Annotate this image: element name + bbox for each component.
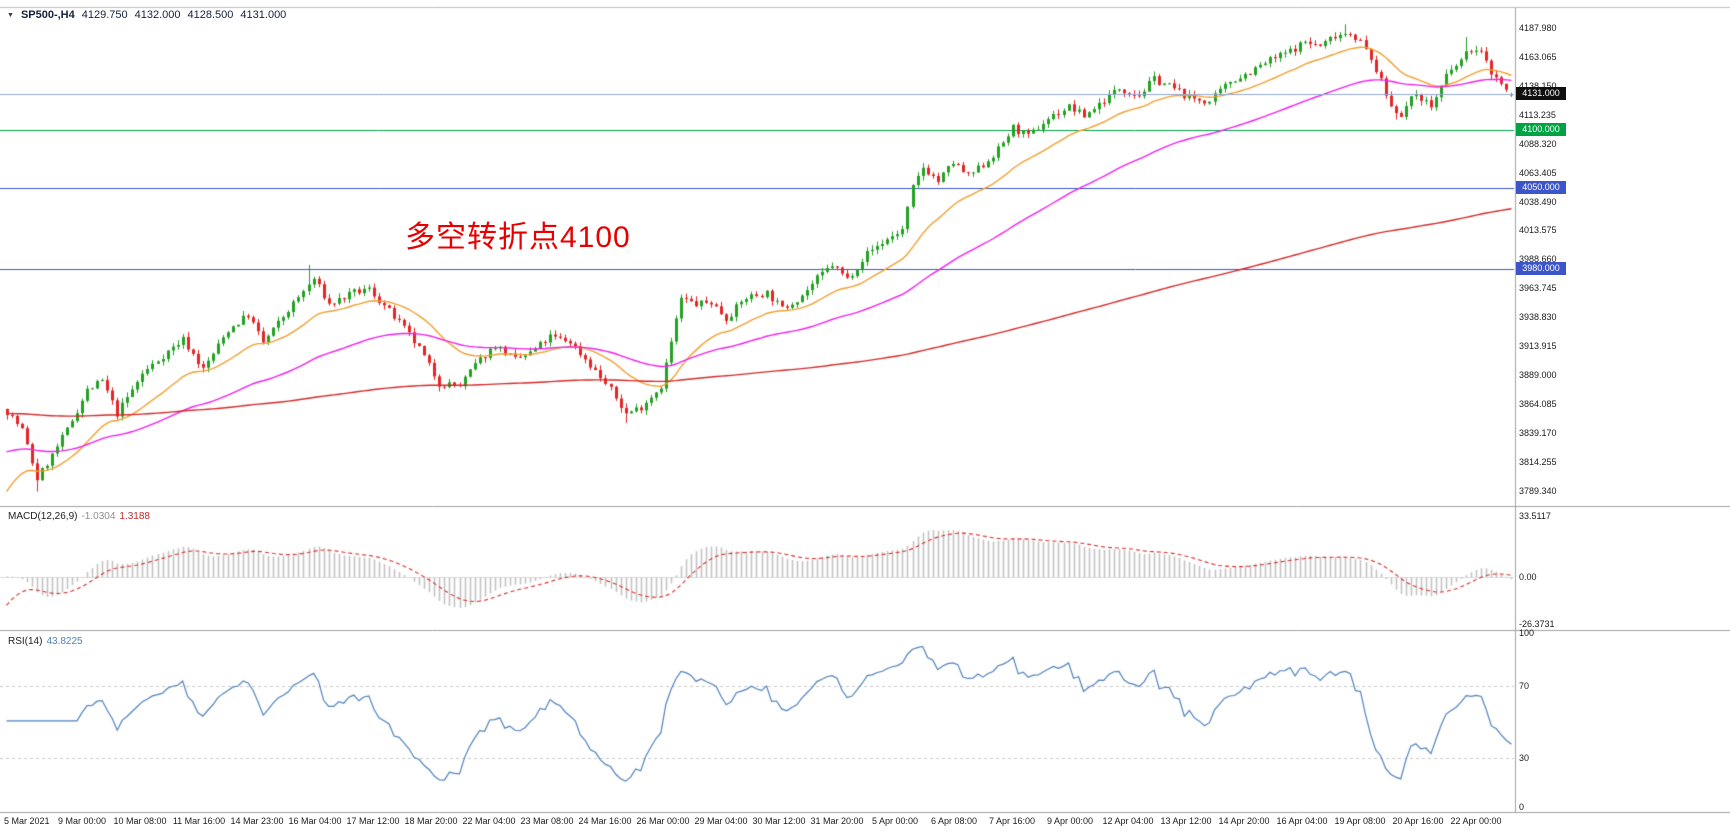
date-label: 13 Apr 12:00 [1160,816,1212,826]
date-label: 16 Mar 04:00 [288,816,342,826]
price-line-badge: 4131.000 [1516,87,1566,100]
high-value: 4132.000 [134,9,181,21]
price-axis-label: 3913.915 [1519,341,1557,351]
symbol-dropdown-icon[interactable]: ▼ [7,11,14,19]
price-axis-label: 3988.660 [1519,254,1557,264]
close-value: 4131.000 [240,9,287,21]
price-line-badge: 3980.000 [1516,262,1566,275]
rsi-axis-label: 30 [1519,753,1530,763]
macd-axis-label: 33.5117 [1519,511,1551,521]
macd-axis-label: -26.3731 [1519,619,1555,629]
rsi-name: RSI(14) [8,636,43,647]
price-axis-label: 4088.320 [1519,139,1557,149]
date-label: 10 Mar 08:00 [113,816,167,826]
date-label: 14 Apr 20:00 [1218,816,1270,826]
rsi-axis-label: 70 [1519,681,1530,691]
date-label: 5 Apr 00:00 [871,816,919,826]
date-label: 7 Apr 16:00 [988,816,1036,826]
price-axis-label: 3839.170 [1519,428,1557,438]
price-axis-label: 3864.085 [1519,399,1557,409]
rsi-value: 43.8225 [46,636,83,647]
date-label: 12 Apr 04:00 [1102,816,1154,826]
date-label: 26 Mar 00:00 [636,816,690,826]
macd-axis-label: 0.00 [1519,572,1537,582]
macd-main-value: -1.0304 [81,511,116,522]
chart-title-bar: ▼ SP500-,H4 4129.750 4132.000 4128.500 4… [7,9,286,21]
macd-name: MACD(12,26,9) [8,511,78,522]
low-value: 4128.500 [187,9,234,21]
macd-signal-value: 1.3188 [119,511,150,522]
date-label: 19 Apr 08:00 [1334,816,1386,826]
date-label: 29 Mar 04:00 [694,816,748,826]
date-label: 20 Apr 16:00 [1392,816,1444,826]
date-label: 9 Mar 00:00 [57,816,107,826]
price-axis-label: 4138.150 [1519,81,1557,91]
price-axis-label: 4013.575 [1519,225,1557,235]
date-label: 18 Mar 20:00 [404,816,458,826]
date-label: 24 Mar 16:00 [578,816,632,826]
date-label: 11 Mar 16:00 [172,816,226,826]
price-axis-label: 4063.405 [1519,168,1557,178]
date-label: 14 Mar 23:00 [230,816,284,826]
price-axis-label: 4113.235 [1519,110,1556,120]
rsi-indicator-label: RSI(14) 43.8225 [8,636,83,647]
price-axis-label: 3938.830 [1519,312,1557,322]
symbol-period-label: SP500-,H4 [20,9,75,21]
date-label: 9 Apr 00:00 [1046,816,1094,826]
price-axis-label: 4163.065 [1519,52,1557,62]
price-axis-label: 3963.745 [1519,283,1557,293]
price-axis-label: 4187.980 [1519,23,1557,33]
price-axis-label: 3889.000 [1519,370,1557,380]
date-label: 31 Mar 20:00 [810,816,864,826]
price-line-badge: 4050.000 [1516,181,1566,194]
date-label: 22 Mar 04:00 [462,816,516,826]
macd-indicator-label: MACD(12,26,9) -1.0304 1.3188 [8,511,150,522]
price-axis-label: 4038.490 [1519,197,1557,207]
date-label: 5 Mar 2021 [4,816,50,826]
rsi-axis-label: 0 [1519,802,1525,812]
price-line-badge: 4100.000 [1516,123,1566,136]
open-value: 4129.750 [81,9,128,21]
date-label: 30 Mar 12:00 [752,816,806,826]
date-label: 6 Apr 08:00 [930,816,978,826]
chart-annotation-text[interactable]: 多空转折点4100 [405,221,631,254]
date-label: 23 Mar 08:00 [520,816,574,826]
rsi-axis-label: 100 [1519,628,1535,638]
date-label: 17 Mar 12:00 [346,816,400,826]
date-label: 16 Apr 04:00 [1276,816,1328,826]
date-label: 22 Apr 00:00 [1450,816,1502,826]
price-axis-label: 3789.340 [1519,486,1557,496]
price-axis-label: 3814.255 [1519,457,1557,467]
